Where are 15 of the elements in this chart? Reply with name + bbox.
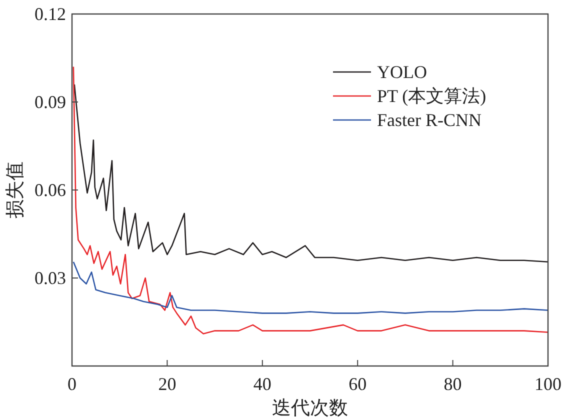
x-tick-label: 0: [68, 374, 76, 394]
x-tick-label: 100: [534, 374, 562, 394]
legend-label: Faster R-CNN: [377, 110, 482, 130]
y-tick-label: 0.06: [34, 180, 66, 200]
legend-label: YOLO: [377, 62, 427, 82]
legend-label: PT (本文算法): [377, 86, 486, 106]
x-tick-label: 80: [444, 374, 462, 394]
y-tick-label: 0.12: [34, 4, 66, 24]
y-axis-title: 损失值: [5, 162, 26, 218]
y-tick-label: 0.09: [34, 92, 66, 112]
x-tick-label: 40: [253, 374, 272, 394]
y-tick-label: 0.03: [34, 268, 66, 288]
x-tick-label: 20: [158, 374, 176, 394]
x-axis-title: 迭代次数: [272, 398, 348, 419]
x-tick-label: 60: [348, 374, 367, 394]
